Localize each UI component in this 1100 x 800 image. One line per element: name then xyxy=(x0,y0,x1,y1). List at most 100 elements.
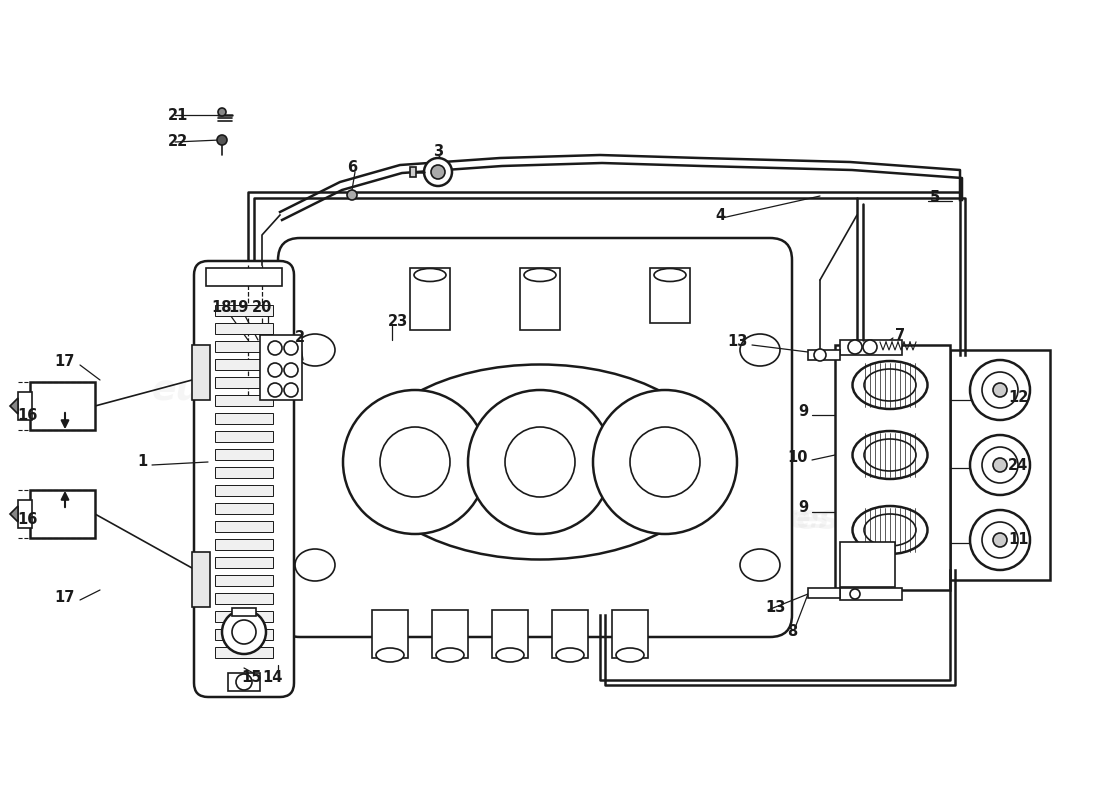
Text: 10: 10 xyxy=(788,450,808,466)
Text: 8: 8 xyxy=(786,625,798,639)
Bar xyxy=(260,335,302,400)
Bar xyxy=(214,341,273,352)
Ellipse shape xyxy=(295,334,336,366)
Text: 9: 9 xyxy=(798,405,808,419)
Ellipse shape xyxy=(852,361,927,409)
Bar xyxy=(432,610,468,658)
Text: 3: 3 xyxy=(433,145,443,159)
Circle shape xyxy=(982,522,1018,558)
Ellipse shape xyxy=(864,369,916,401)
Bar xyxy=(214,359,273,370)
Bar xyxy=(835,345,950,590)
Text: 1: 1 xyxy=(138,454,148,470)
Ellipse shape xyxy=(556,648,584,662)
Circle shape xyxy=(982,372,1018,408)
Bar xyxy=(410,268,450,330)
Ellipse shape xyxy=(496,648,524,662)
Circle shape xyxy=(814,349,826,361)
Text: 4: 4 xyxy=(715,207,725,222)
Bar xyxy=(214,629,273,640)
Circle shape xyxy=(222,610,266,654)
Polygon shape xyxy=(10,506,18,522)
Text: 24: 24 xyxy=(1008,458,1028,473)
Circle shape xyxy=(505,427,575,497)
Bar xyxy=(214,323,273,334)
Bar xyxy=(840,542,895,587)
Bar xyxy=(372,610,408,658)
Bar xyxy=(552,610,589,658)
Bar xyxy=(192,345,210,400)
Circle shape xyxy=(982,447,1018,483)
Bar xyxy=(214,305,273,316)
Ellipse shape xyxy=(616,648,644,662)
Circle shape xyxy=(232,620,256,644)
Text: 15: 15 xyxy=(242,670,262,686)
Bar xyxy=(214,431,273,442)
Bar xyxy=(214,485,273,496)
Bar xyxy=(612,610,648,658)
FancyBboxPatch shape xyxy=(278,238,792,637)
Circle shape xyxy=(993,383,1007,397)
Text: 17: 17 xyxy=(55,590,75,606)
Polygon shape xyxy=(10,398,18,414)
Circle shape xyxy=(850,589,860,599)
Circle shape xyxy=(970,360,1030,420)
Text: 9: 9 xyxy=(798,501,808,515)
Bar xyxy=(520,268,560,330)
Text: 19: 19 xyxy=(228,301,249,315)
Bar xyxy=(214,413,273,424)
Circle shape xyxy=(284,341,298,355)
Text: 11: 11 xyxy=(1008,533,1028,547)
Circle shape xyxy=(848,340,862,354)
Bar xyxy=(206,268,282,286)
FancyBboxPatch shape xyxy=(194,261,294,697)
Ellipse shape xyxy=(524,269,556,282)
Bar xyxy=(228,673,260,691)
Text: 5: 5 xyxy=(930,190,940,206)
Text: 6: 6 xyxy=(346,161,358,175)
Bar xyxy=(650,268,690,323)
Text: 13: 13 xyxy=(727,334,748,350)
Bar xyxy=(214,539,273,550)
Text: 22: 22 xyxy=(168,134,188,150)
Circle shape xyxy=(970,510,1030,570)
Ellipse shape xyxy=(864,439,916,471)
Text: 16: 16 xyxy=(18,513,38,527)
Circle shape xyxy=(268,363,282,377)
Circle shape xyxy=(864,340,877,354)
Ellipse shape xyxy=(654,269,686,282)
Circle shape xyxy=(431,165,446,179)
Ellipse shape xyxy=(436,648,464,662)
Text: 14: 14 xyxy=(262,670,283,686)
Text: euRospares: euRospares xyxy=(620,503,839,537)
Circle shape xyxy=(268,383,282,397)
Bar xyxy=(214,467,273,478)
Circle shape xyxy=(424,158,452,186)
Text: euRospares: euRospares xyxy=(152,373,388,407)
Text: 2: 2 xyxy=(295,330,305,346)
Ellipse shape xyxy=(740,334,780,366)
Ellipse shape xyxy=(414,269,446,282)
Bar xyxy=(30,490,95,538)
Text: 7: 7 xyxy=(895,327,905,342)
Text: 20: 20 xyxy=(252,301,272,315)
Bar xyxy=(808,588,840,598)
Circle shape xyxy=(379,427,450,497)
Circle shape xyxy=(284,383,298,397)
Circle shape xyxy=(468,390,612,534)
Bar xyxy=(30,382,95,430)
Text: 18: 18 xyxy=(211,301,232,315)
Circle shape xyxy=(218,108,226,116)
Text: euRospares: euRospares xyxy=(630,506,829,534)
Circle shape xyxy=(593,390,737,534)
Circle shape xyxy=(284,363,298,377)
Ellipse shape xyxy=(295,549,336,581)
Circle shape xyxy=(630,427,700,497)
Bar xyxy=(214,449,273,460)
Text: 21: 21 xyxy=(168,107,188,122)
Circle shape xyxy=(993,458,1007,472)
Bar xyxy=(840,588,902,600)
Bar xyxy=(214,395,273,406)
Bar xyxy=(192,552,210,607)
Bar xyxy=(950,350,1050,580)
